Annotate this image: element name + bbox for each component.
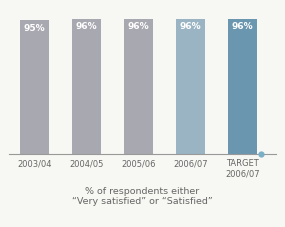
X-axis label: % of respondents either
“Very satisfied” or “Satisfied”: % of respondents either “Very satisfied”… — [72, 186, 213, 205]
Bar — [20, 21, 49, 154]
Bar — [176, 20, 205, 154]
Text: 96%: 96% — [76, 22, 97, 31]
Bar — [228, 20, 257, 154]
Bar — [124, 20, 153, 154]
Text: 96%: 96% — [232, 22, 253, 31]
Bar — [72, 20, 101, 154]
Text: 96%: 96% — [128, 22, 149, 31]
Text: 96%: 96% — [180, 22, 201, 31]
Text: 95%: 95% — [24, 24, 45, 33]
